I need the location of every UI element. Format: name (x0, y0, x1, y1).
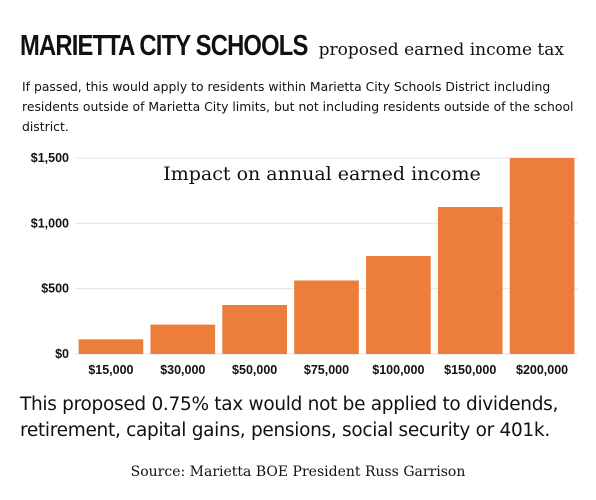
bar (509, 158, 575, 354)
x-tick-label: $75,000 (304, 363, 349, 377)
page-subtitle: proposed earned income tax (318, 40, 564, 60)
y-tick-label: $500 (41, 282, 69, 296)
intro-text: If passed, this would apply to residents… (22, 79, 574, 134)
y-tick-label: $0 (55, 347, 69, 361)
bar (437, 207, 503, 354)
page-title: MARIETTA CITY SCHOOLS (20, 30, 308, 62)
y-axis-ticks: $0 $500 $1,000 $1,500 (31, 151, 69, 361)
y-tick-label: $1,500 (31, 151, 69, 165)
bar (150, 324, 216, 354)
chart-title: Impact on annual earned income (163, 163, 481, 185)
x-tick-label: $50,000 (232, 363, 277, 377)
x-tick-label: $200,000 (516, 363, 568, 377)
bar (366, 256, 431, 354)
bar (294, 280, 359, 354)
y-tick-label: $1,000 (31, 216, 69, 230)
bar (78, 339, 144, 354)
bars (78, 158, 575, 354)
x-tick-label: $30,000 (160, 363, 205, 377)
x-tick-label: $15,000 (88, 363, 133, 377)
footnote: This proposed 0.75% tax would not be app… (20, 394, 559, 441)
x-axis-ticks: $15,000 $30,000 $50,000 $75,000 $100,000 $150… (88, 363, 568, 377)
source-credit: Source: Marietta BOE President Russ Garr… (130, 464, 466, 480)
header: MARIETTA CITY SCHOOLS proposed earned in… (20, 30, 580, 63)
bar (222, 305, 287, 354)
x-tick-label: $150,000 (444, 363, 496, 377)
x-tick-label: $100,000 (372, 363, 424, 377)
